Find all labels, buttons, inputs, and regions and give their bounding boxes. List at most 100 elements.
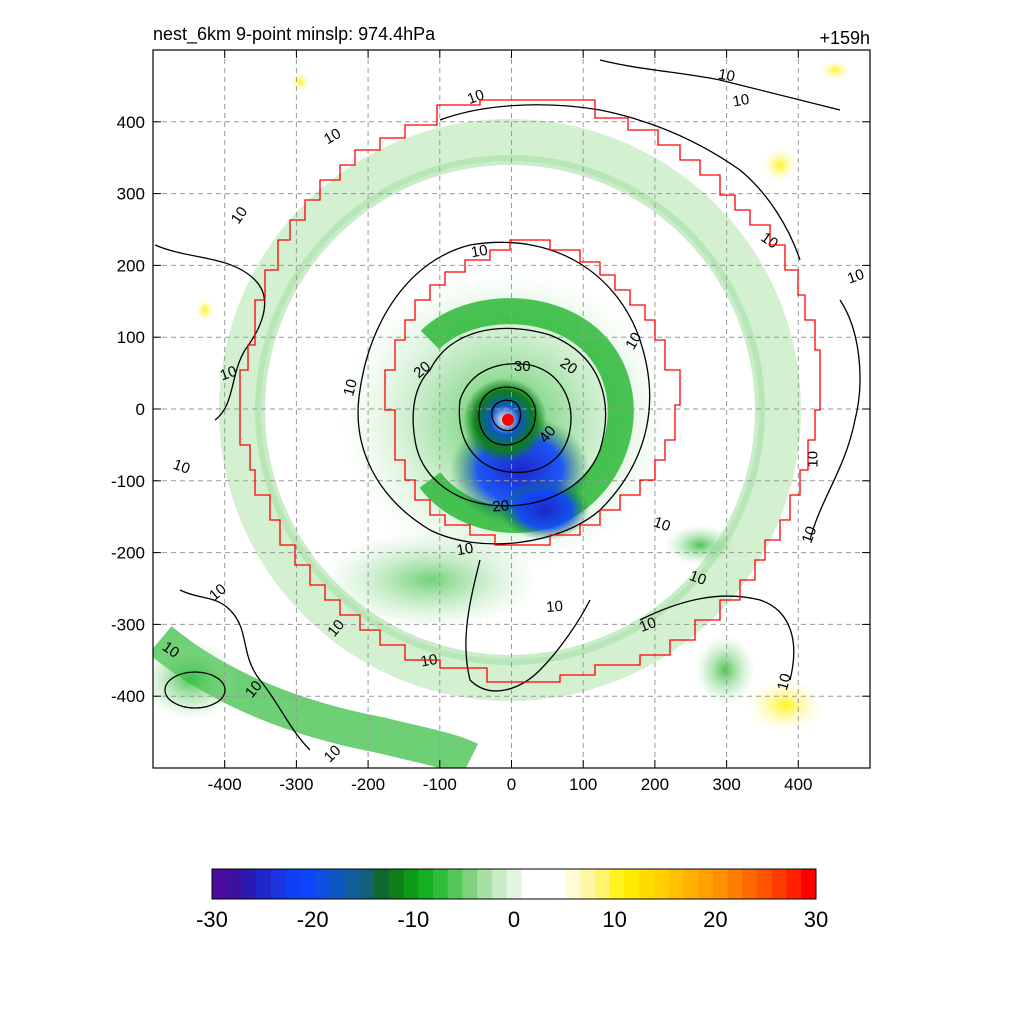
colorbar-swatch bbox=[241, 869, 257, 899]
y-tick-label: 400 bbox=[117, 113, 145, 132]
contour-label: 10 bbox=[340, 377, 361, 398]
colorbar-swatch bbox=[388, 869, 405, 899]
contour-10-west bbox=[154, 244, 266, 421]
storm-center-marker bbox=[501, 413, 514, 426]
colorbar-tick-label: 30 bbox=[804, 907, 828, 932]
contour-10-south bbox=[465, 559, 591, 692]
contour-label: 10 bbox=[465, 86, 486, 108]
contour-label: 20 bbox=[492, 497, 510, 515]
colorbar-swatch bbox=[550, 869, 567, 899]
colorbar-swatch bbox=[801, 869, 817, 899]
contour-10-ne bbox=[599, 59, 841, 111]
contour-label: 10 bbox=[218, 363, 239, 385]
contour-label: 10 bbox=[159, 638, 182, 661]
y-tick-label: 0 bbox=[136, 400, 145, 419]
forecast-hour-label: +159h bbox=[819, 28, 870, 48]
contour-lines bbox=[154, 59, 861, 751]
colorbar-swatch bbox=[668, 869, 684, 899]
colorbar-swatch bbox=[757, 869, 773, 899]
chart-title: nest_6km 9-point minslp: 974.4hPa bbox=[153, 24, 436, 45]
contour-label: 10 bbox=[622, 330, 645, 353]
contour-label: 10 bbox=[687, 567, 708, 589]
outer-ring-shading-inner bbox=[255, 155, 765, 665]
x-tick-label: -100 bbox=[423, 775, 457, 794]
colorbar-swatch bbox=[374, 869, 390, 899]
colorbar-tick-label: 20 bbox=[703, 907, 727, 932]
colorbar-swatch bbox=[344, 869, 360, 899]
yellow-patch-north bbox=[290, 72, 310, 92]
contour-40 bbox=[478, 386, 537, 446]
x-tick-label: -400 bbox=[208, 775, 242, 794]
contour-label: 10 bbox=[455, 540, 474, 560]
colorbar-swatch bbox=[771, 869, 788, 899]
colorbar-swatch bbox=[565, 869, 581, 899]
contour-label: 30 bbox=[514, 358, 531, 375]
colorbar-swatch bbox=[226, 869, 242, 899]
contour-label: 10 bbox=[419, 651, 438, 671]
yellow-patch-east bbox=[762, 147, 798, 183]
colorbar-swatch bbox=[477, 869, 493, 899]
contour-30 bbox=[458, 363, 572, 474]
contour-label: 10 bbox=[805, 451, 822, 468]
yellow-patch-west bbox=[195, 298, 215, 322]
colorbar-swatch bbox=[285, 869, 301, 899]
contour-label: 10 bbox=[321, 125, 344, 148]
axis-ticks: -400 -300 -200 -100 0 100 200 300 400-400-300-20… bbox=[111, 50, 870, 794]
colorbar-swatch bbox=[212, 869, 228, 899]
contour-label: 10 bbox=[774, 672, 795, 693]
contour-label: 10 bbox=[758, 229, 781, 252]
contour-10-east bbox=[809, 299, 861, 541]
colorbar-swatch bbox=[491, 869, 508, 899]
contour-label: 10 bbox=[228, 204, 251, 227]
contour-label: 10 bbox=[731, 91, 750, 111]
colorbar-swatch bbox=[462, 869, 478, 899]
colorbar-tick-label: -30 bbox=[196, 907, 228, 932]
colorbar: -30 -20 -10 0 10 20 30 bbox=[196, 868, 828, 932]
colorbar-tick-label: 10 bbox=[602, 907, 626, 932]
contour-label: 10 bbox=[470, 242, 489, 262]
colorbar-swatch bbox=[506, 869, 522, 899]
contour-label: 10 bbox=[651, 514, 672, 536]
contour-40-inner bbox=[491, 399, 522, 432]
x-tick-label: 400 bbox=[784, 775, 812, 794]
colorbar-swatch bbox=[580, 869, 596, 899]
contour-label: 10 bbox=[799, 524, 821, 545]
x-tick-label: -200 bbox=[351, 775, 385, 794]
contour-10-se bbox=[639, 595, 795, 681]
x-tick-label: 200 bbox=[641, 775, 669, 794]
contour-label: 10 bbox=[637, 614, 658, 636]
colorbar-tick-label: -10 bbox=[397, 907, 429, 932]
south-green-area bbox=[320, 530, 540, 630]
yellow-patch-ne bbox=[819, 60, 851, 80]
colorbar-swatch bbox=[742, 869, 758, 899]
colorbar-swatch bbox=[300, 869, 316, 899]
contour-label: 10 bbox=[546, 598, 564, 616]
colorbar-swatch bbox=[727, 869, 743, 899]
east-green-patch bbox=[665, 525, 735, 565]
colorbar-swatch bbox=[432, 869, 449, 899]
colorbar-swatch bbox=[698, 869, 714, 899]
colorbar-tick-label: -20 bbox=[297, 907, 329, 932]
x-tick-label: 300 bbox=[712, 775, 740, 794]
southwest-blob bbox=[153, 640, 240, 720]
colorbar-swatch bbox=[315, 869, 331, 899]
colorbar-swatch bbox=[329, 869, 346, 899]
colorbar-swatch bbox=[447, 869, 463, 899]
colorbar-swatch bbox=[418, 869, 434, 899]
colorbar-swatch bbox=[639, 869, 655, 899]
blue-core-south bbox=[500, 480, 590, 540]
colorbar-swatch bbox=[536, 869, 552, 899]
contour-20 bbox=[412, 327, 607, 507]
contour-10-outer bbox=[357, 241, 651, 545]
colorbar-tick-label: 0 bbox=[508, 907, 520, 932]
y-tick-label: 100 bbox=[117, 328, 145, 347]
colorbar-swatch bbox=[712, 869, 729, 899]
yellow-patch-southeast bbox=[745, 677, 825, 733]
x-tick-label: -300 bbox=[279, 775, 313, 794]
contour-label: 20 bbox=[557, 355, 580, 378]
y-tick-label: 200 bbox=[117, 256, 145, 275]
inner-nest-boundary bbox=[384, 239, 681, 546]
contour-10-north bbox=[439, 104, 801, 261]
grid-lines bbox=[153, 50, 870, 768]
